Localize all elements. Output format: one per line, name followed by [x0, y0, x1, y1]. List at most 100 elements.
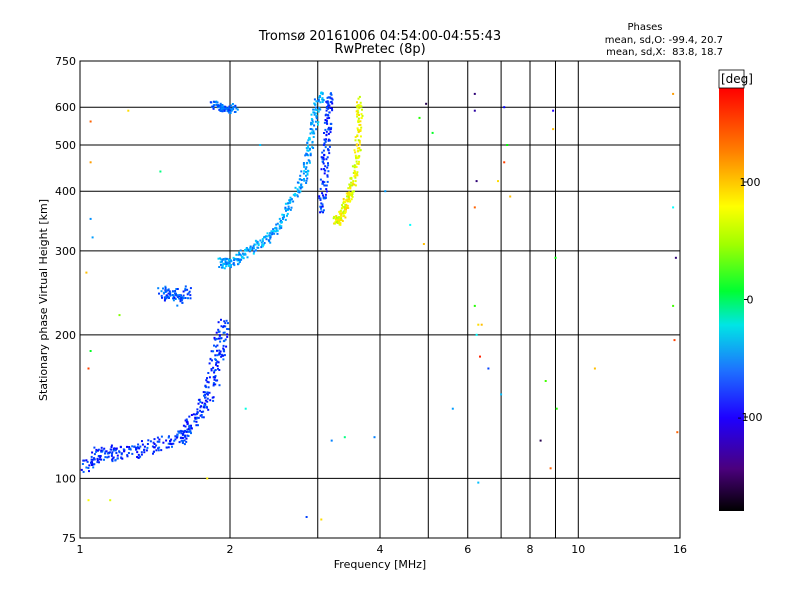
data-point — [307, 169, 309, 172]
data-point — [328, 152, 331, 155]
data-point — [351, 190, 354, 193]
data-point — [87, 367, 90, 370]
data-point — [323, 181, 326, 184]
data-point — [355, 143, 358, 146]
data-point — [351, 165, 354, 168]
data-point — [321, 205, 324, 208]
data-point — [320, 207, 323, 210]
data-point — [137, 453, 140, 456]
data-point — [216, 106, 219, 109]
data-point — [244, 249, 247, 252]
data-point — [311, 141, 314, 144]
data-point — [359, 120, 362, 123]
data-point — [196, 411, 199, 414]
data-point — [487, 367, 490, 370]
data-point — [320, 518, 323, 521]
data-point — [321, 157, 324, 160]
data-point — [174, 438, 177, 441]
data-point — [349, 186, 352, 189]
data-point — [222, 262, 225, 265]
data-point — [174, 435, 177, 438]
data-point — [229, 109, 232, 112]
data-point — [218, 104, 221, 107]
data-point — [327, 96, 330, 99]
data-point — [324, 196, 327, 199]
data-point — [225, 345, 228, 348]
data-point — [155, 449, 158, 452]
data-point — [96, 449, 99, 452]
data-point — [205, 392, 208, 395]
data-point — [152, 441, 155, 444]
data-point — [90, 464, 93, 466]
data-point — [323, 168, 325, 170]
data-point — [311, 122, 314, 125]
data-point — [202, 416, 205, 419]
data-point — [310, 123, 312, 126]
data-point — [145, 449, 148, 452]
data-point — [223, 262, 226, 265]
data-point — [319, 95, 322, 98]
data-point — [287, 205, 290, 208]
data-point — [321, 203, 324, 206]
data-points — [80, 91, 679, 521]
data-point — [188, 290, 191, 293]
data-point — [261, 238, 264, 241]
data-point — [185, 437, 188, 440]
data-point — [128, 446, 131, 448]
data-point — [189, 426, 192, 429]
data-point — [178, 431, 181, 434]
data-point — [229, 265, 231, 268]
data-point — [304, 167, 307, 170]
data-point — [356, 150, 359, 153]
data-point — [351, 195, 354, 198]
data-point — [431, 131, 434, 134]
data-point — [673, 339, 676, 342]
data-point — [203, 402, 206, 405]
data-point — [165, 294, 168, 297]
data-point — [114, 459, 117, 462]
data-point — [176, 304, 179, 307]
data-point — [242, 257, 245, 260]
data-point — [347, 195, 350, 198]
data-point — [223, 320, 226, 323]
data-point — [187, 430, 190, 433]
data-point — [198, 398, 201, 401]
data-point — [320, 92, 322, 95]
data-point — [93, 463, 96, 466]
data-point — [324, 165, 327, 168]
data-point — [319, 211, 322, 214]
data-point — [475, 180, 478, 183]
data-point — [357, 117, 360, 120]
data-point — [189, 297, 192, 300]
data-point — [99, 456, 102, 459]
data-point — [303, 165, 306, 168]
data-point — [354, 165, 357, 168]
data-point — [139, 455, 142, 458]
data-point — [223, 109, 226, 112]
data-point — [99, 455, 102, 457]
data-point — [88, 470, 90, 473]
data-point — [309, 154, 312, 157]
data-point — [163, 299, 166, 302]
data-point — [248, 250, 251, 253]
data-point — [217, 337, 220, 340]
data-point — [89, 120, 92, 123]
data-point — [257, 244, 260, 246]
data-point — [100, 458, 103, 461]
y-tick-label: 750 — [55, 55, 76, 68]
data-point — [330, 122, 333, 125]
data-point — [206, 400, 209, 403]
data-point — [186, 422, 189, 425]
data-point — [237, 253, 240, 256]
data-point — [234, 258, 237, 261]
data-point — [503, 161, 506, 164]
data-point — [91, 461, 94, 464]
data-point — [360, 116, 363, 119]
data-point — [231, 107, 234, 110]
data-point — [158, 438, 161, 441]
data-point — [284, 218, 287, 221]
data-point — [330, 126, 333, 129]
data-point — [325, 130, 328, 133]
data-point — [181, 430, 183, 433]
data-point — [313, 98, 316, 101]
